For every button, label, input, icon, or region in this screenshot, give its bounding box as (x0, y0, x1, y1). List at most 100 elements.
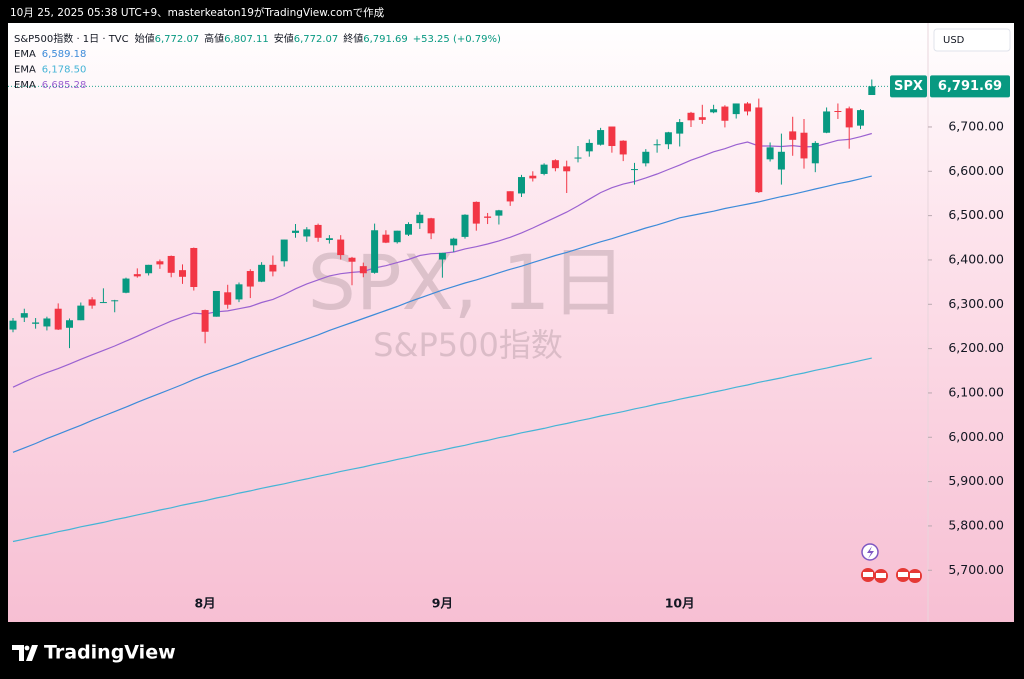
ema-name: EMA (14, 65, 36, 76)
candle-body (292, 230, 299, 233)
candle-body (755, 107, 763, 193)
last-price-symbol: SPX (894, 79, 923, 94)
candle-body (111, 300, 119, 302)
candle-body (574, 157, 582, 159)
candle-body (337, 239, 345, 256)
candle-body (789, 131, 797, 140)
candle-body (156, 261, 164, 265)
candle-body (66, 320, 73, 328)
x-tick-label: 10月 (665, 596, 695, 611)
candle-body (99, 302, 107, 304)
candle-body (246, 271, 254, 287)
candle-body (710, 109, 718, 113)
candle-body (405, 224, 412, 235)
candle-body (133, 274, 141, 277)
candle-body (325, 238, 333, 241)
candle-body (303, 229, 311, 237)
candle-body (664, 132, 672, 145)
ema-name: EMA (14, 80, 36, 91)
candle-body (235, 284, 243, 300)
ema-legend: EMA 6,178.50 (14, 65, 86, 76)
candle-body (224, 292, 232, 305)
candle-body (371, 230, 379, 273)
candle-body (450, 238, 458, 246)
candle-body (811, 142, 819, 164)
ema-name: EMA (14, 49, 36, 60)
candle-body (77, 305, 85, 321)
candle-body (32, 322, 40, 324)
y-tick-label: 5,700.00 (948, 562, 1004, 577)
last-price-label: 6,791.69 (938, 79, 1002, 94)
candle-body (687, 112, 695, 121)
candle-body (800, 132, 808, 159)
candle-body (823, 111, 831, 133)
legend-label: 安値 (274, 32, 294, 45)
candle-body (585, 142, 593, 152)
candle-body (122, 278, 130, 293)
candle-body (269, 264, 277, 272)
candle-body (416, 214, 424, 224)
legend-label: 高値 (204, 32, 224, 45)
legend-change: +53.25 (+0.79%) (413, 34, 501, 45)
candle-body (529, 175, 537, 179)
candle-body (845, 108, 853, 128)
y-tick-label: 6,500.00 (948, 207, 1004, 222)
candle-body (653, 144, 661, 146)
candle-body (348, 257, 356, 262)
candle-body (857, 110, 864, 126)
ema-value: 6,685.28 (42, 80, 87, 91)
candle-body (698, 117, 706, 120)
legend-value: 6,772.07 (155, 34, 200, 45)
legend-line: S&P500指数 · 1日 · TVC 始値6,772.07 高値6,807.11 安… (14, 32, 501, 45)
y-tick-label: 5,900.00 (948, 473, 1004, 488)
candle-body (484, 216, 492, 218)
candle-body (167, 255, 175, 273)
currency-button[interactable] (933, 28, 1011, 52)
candle-body (382, 234, 390, 243)
legend-label: 終値 (343, 32, 363, 45)
candle-body (212, 290, 220, 317)
ema-line (12, 357, 872, 543)
candle-body (393, 230, 401, 243)
y-tick-label: 6,200.00 (948, 340, 1004, 355)
candle-body (766, 147, 774, 160)
x-tick-label: 9月 (432, 596, 453, 611)
y-tick-label: 6,000.00 (948, 429, 1004, 444)
logo (12, 645, 38, 661)
legend-value: 6,807.11 (224, 34, 269, 45)
y-tick-label: 5,800.00 (948, 517, 1004, 532)
candle-body (721, 106, 729, 121)
candle-body (868, 86, 876, 96)
candle-body (179, 270, 186, 277)
candle-body (608, 126, 616, 147)
candle-body (54, 308, 62, 330)
candle-body (518, 177, 525, 194)
candle-body (280, 239, 288, 262)
legend-value: 6,772.07 (294, 34, 339, 45)
candle-body (563, 166, 571, 172)
y-tick-label: 6,600.00 (948, 163, 1004, 178)
candle-body (777, 151, 785, 170)
candle-body (597, 130, 605, 145)
candle-body (631, 169, 638, 171)
last-price-symbol-box (890, 75, 927, 98)
brand: TradingView (44, 642, 176, 664)
candle-body (88, 299, 96, 306)
legend-label: 始値 (135, 32, 155, 45)
x-tick-label: 8月 (194, 596, 215, 611)
event-icons (861, 543, 922, 583)
ema-value: 6,178.50 (42, 65, 87, 76)
candle-body (427, 218, 435, 234)
ema-legend: EMA 6,685.28 (14, 80, 86, 91)
y-tick-label: 6,700.00 (948, 118, 1004, 133)
legend-symbol: S&P500指数 · 1日 · TVC (14, 32, 129, 45)
candle-body (145, 264, 153, 274)
candle-body (438, 252, 446, 260)
candle-body (551, 160, 559, 169)
candle-body (540, 164, 548, 174)
y-tick-label: 6,100.00 (948, 384, 1004, 399)
currency: USD (943, 35, 965, 46)
candle-body (642, 151, 650, 164)
